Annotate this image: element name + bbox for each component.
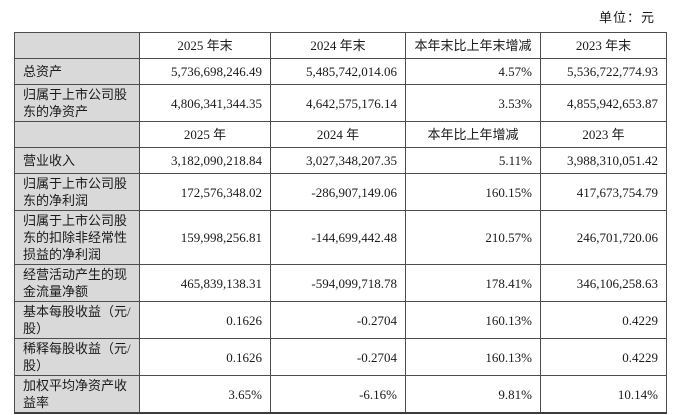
value-cell: 5.11% [405, 147, 541, 174]
value-cell: 172,576,348.02 [139, 173, 271, 211]
value-cell: 0.4229 [540, 338, 667, 376]
value-cell: 9.81% [405, 375, 541, 414]
value-cell: 3,027,348,207.35 [270, 147, 406, 174]
table-row: 归属于上市公司股东的扣除非经常性损益的净利润 159,998,256.81 -144… [14, 210, 667, 265]
value-cell: -6.16% [270, 375, 406, 414]
row-label-cell: 稀释每股收益（元/股） [14, 338, 140, 376]
row-label-cell: 归属于上市公司股东的净利润 [14, 173, 140, 211]
value-cell: 210.57% [405, 210, 541, 265]
value-cell: 3.65% [139, 375, 271, 414]
row-label-cell: 总资产 [14, 58, 140, 85]
row-label-cell [14, 32, 140, 59]
table-row: 归属于上市公司股东的净资产 4,806,341,344.35 4,642,575,1… [14, 84, 667, 122]
value-cell: -0.2704 [270, 301, 406, 339]
value-cell: 3,988,310,051.42 [540, 147, 667, 174]
value-cell: 159,998,256.81 [139, 210, 271, 265]
row-label-cell: 营业收入 [14, 147, 140, 174]
value-cell: 3,182,090,218.84 [139, 147, 271, 174]
value-cell: 4,642,575,176.14 [270, 84, 406, 122]
value-cell: 0.1626 [139, 338, 271, 376]
column-header-cell: 2024 年 [270, 121, 406, 148]
value-cell: 178.41% [405, 264, 541, 302]
row-label-cell: 归属于上市公司股东的净资产 [14, 84, 140, 122]
column-header-cell: 2023 年末 [540, 32, 667, 59]
row-label-cell: 基本每股收益（元/股） [14, 301, 140, 339]
value-cell: 0.4229 [540, 301, 667, 339]
value-cell: 5,536,722,774.93 [540, 58, 667, 85]
row-label-cell [14, 121, 140, 148]
value-cell: -0.2704 [270, 338, 406, 376]
table-header-row: 2025 年末 2024 年末 本年末比上年末增减 2023 年末 [14, 32, 667, 59]
value-cell: 10.14% [540, 375, 667, 414]
table-row: 经营活动产生的现金流量净额 465,839,138.31 -594,099,718.… [14, 264, 667, 302]
value-cell: 160.15% [405, 173, 541, 211]
table-header-row: 2025 年 2024 年本年比上年增减 2023 年 [14, 121, 667, 148]
value-cell: 3.53% [405, 84, 541, 122]
value-cell: 465,839,138.31 [139, 264, 271, 302]
value-cell: 417,673,754.79 [540, 173, 667, 211]
row-label-cell: 归属于上市公司股东的扣除非经常性损益的净利润 [14, 210, 140, 265]
value-cell: 4,806,341,344.35 [139, 84, 271, 122]
column-header-cell: 本年比上年增减 [405, 121, 541, 148]
table-row: 加权平均净资产收益率 3.65% -6.16% 9.81% 10.14% [14, 375, 667, 414]
value-cell: 4.57% [405, 58, 541, 85]
unit-label: 单位：元 [598, 10, 655, 25]
value-cell: 5,485,742,014.06 [270, 58, 406, 85]
row-label-cell: 经营活动产生的现金流量净额 [14, 264, 140, 302]
table-row: 总资产 5,736,698,246.49 5,485,742,014.06 4.57%… [14, 58, 667, 85]
value-cell: 160.13% [405, 301, 541, 339]
value-cell: -286,907,149.06 [270, 173, 406, 211]
value-cell: -594,099,718.78 [270, 264, 406, 302]
column-header-cell: 本年末比上年末增减 [405, 32, 541, 59]
value-cell: 160.13% [405, 338, 541, 376]
column-header-cell: 2025 年 [139, 121, 271, 148]
row-label-cell: 加权平均净资产收益率 [14, 375, 140, 414]
column-header-cell: 2025 年末 [139, 32, 271, 59]
table-row: 营业收入 3,182,090,218.84 3,027,348,207.35 5.11… [14, 147, 667, 174]
financial-summary-table: 2025 年末 2024 年末 本年末比上年末增减 2023 年末 总资产 5,736,6… [14, 32, 667, 414]
table-row: 稀释每股收益（元/股） 0.1626 -0.2704 160.13% 0.4229 [14, 338, 667, 376]
table-row: 归属于上市公司股东的净利润 172,576,348.02 -286,907,149.… [14, 173, 667, 211]
column-header-cell: 2023 年 [540, 121, 667, 148]
value-cell: -144,699,442.48 [270, 210, 406, 265]
value-cell: 246,701,720.06 [540, 210, 667, 265]
value-cell: 4,855,942,653.87 [540, 84, 667, 122]
value-cell: 5,736,698,246.49 [139, 58, 271, 85]
value-cell: 0.1626 [139, 301, 271, 339]
value-cell: 346,106,258.63 [540, 264, 667, 302]
table-row: 基本每股收益（元/股） 0.1626 -0.2704 160.13% 0.4229 [14, 301, 667, 339]
column-header-cell: 2024 年末 [270, 32, 406, 59]
